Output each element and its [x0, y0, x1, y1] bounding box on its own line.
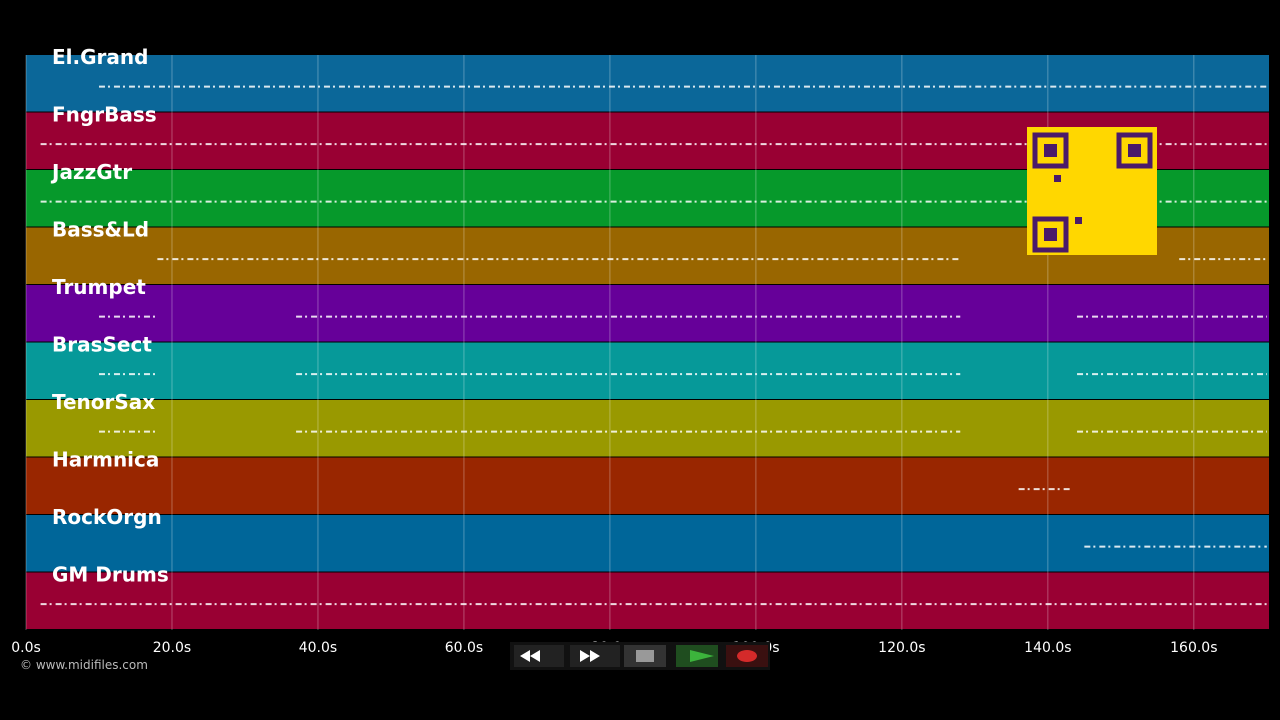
x-tick-label: 160.0s [1170, 640, 1217, 656]
copyright: © www.midifiles.com [20, 658, 148, 672]
transport-controls [510, 642, 770, 670]
x-tick-label: 60.0s [445, 640, 483, 656]
qr-module [1054, 175, 1061, 182]
x-tick-label: 20.0s [153, 640, 191, 656]
qr-module [1075, 217, 1082, 224]
qr-finder [1032, 132, 1069, 169]
record-icon [737, 650, 757, 662]
qr-finder-center [1128, 144, 1141, 157]
qr-finder [1032, 216, 1069, 253]
x-tick-label: 120.0s [878, 640, 925, 656]
track-label: Bass&Ld [52, 218, 149, 242]
qr-code [1027, 127, 1157, 255]
qr-finder-center [1044, 144, 1057, 157]
track-label: JazzGtr [50, 160, 132, 184]
track-label: RockOrgn [52, 505, 162, 529]
qr-finder [1116, 132, 1153, 169]
track-label: GM Drums [52, 563, 169, 587]
x-tick-label: 40.0s [299, 640, 337, 656]
track-label: BrasSect [52, 333, 152, 357]
track-row [26, 400, 1269, 458]
track-row [26, 572, 1269, 630]
rewind-icon [520, 650, 540, 662]
x-tick-label: 140.0s [1024, 640, 1071, 656]
stop-icon [636, 650, 654, 662]
qr-finder-center [1044, 228, 1057, 241]
track-row [26, 515, 1269, 573]
track-label: Trumpet [52, 275, 146, 299]
track-row [26, 457, 1269, 515]
x-tick-label: 0.0s [11, 640, 41, 656]
track-row [26, 342, 1269, 400]
track-label: Harmnica [52, 448, 159, 472]
track-label: El.Grand [52, 45, 148, 69]
track-label: TenorSax [52, 390, 155, 414]
track-label: FngrBass [52, 103, 157, 127]
track-row [26, 55, 1269, 113]
track-row [26, 285, 1269, 343]
forward-icon [580, 650, 600, 662]
play-icon [690, 650, 714, 662]
